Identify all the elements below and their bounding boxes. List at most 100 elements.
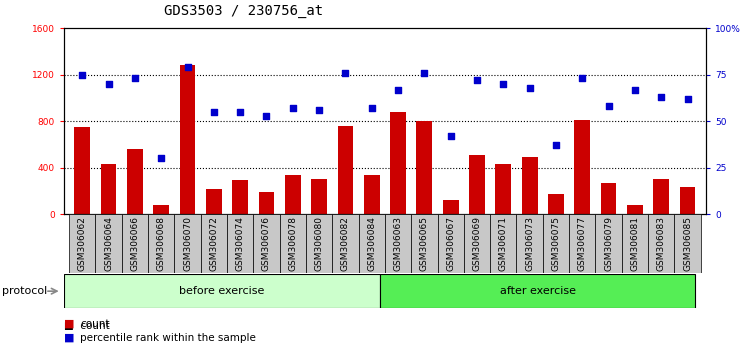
Bar xyxy=(601,183,617,214)
Point xyxy=(681,96,693,102)
Bar xyxy=(174,214,201,273)
Bar xyxy=(674,214,701,273)
Bar xyxy=(596,214,622,273)
Point xyxy=(77,72,89,78)
Bar xyxy=(469,155,485,214)
Bar xyxy=(438,214,464,273)
Text: GSM306073: GSM306073 xyxy=(525,216,534,271)
Bar xyxy=(522,157,538,214)
Text: GSM306076: GSM306076 xyxy=(262,216,271,271)
Bar xyxy=(496,164,511,214)
Text: GSM306063: GSM306063 xyxy=(394,216,403,271)
Bar xyxy=(127,149,143,214)
Text: ■  count: ■ count xyxy=(64,321,110,331)
Bar xyxy=(148,214,174,273)
Point xyxy=(550,143,562,148)
Bar xyxy=(332,214,358,273)
Text: before exercise: before exercise xyxy=(179,286,264,296)
Point xyxy=(287,105,299,111)
Bar xyxy=(311,179,327,214)
Bar xyxy=(306,214,332,273)
Text: GSM306081: GSM306081 xyxy=(630,216,639,271)
Bar xyxy=(680,188,695,214)
Text: GSM306077: GSM306077 xyxy=(578,216,587,271)
Point xyxy=(602,103,614,109)
Text: GSM306080: GSM306080 xyxy=(315,216,324,271)
Text: ■: ■ xyxy=(64,319,74,329)
Bar xyxy=(653,179,669,214)
Point xyxy=(234,109,246,115)
Point xyxy=(629,87,641,92)
Bar xyxy=(258,192,274,214)
Bar xyxy=(622,214,648,273)
Bar xyxy=(575,120,590,214)
Bar xyxy=(74,127,90,214)
Text: after exercise: after exercise xyxy=(499,286,575,296)
Point xyxy=(655,94,667,100)
Bar xyxy=(232,181,248,214)
Bar xyxy=(548,194,564,214)
Text: percentile rank within the sample: percentile rank within the sample xyxy=(80,333,256,343)
Text: GSM306067: GSM306067 xyxy=(446,216,455,271)
Point xyxy=(182,64,194,70)
Text: GSM306069: GSM306069 xyxy=(472,216,481,271)
Point xyxy=(103,81,115,87)
Bar xyxy=(358,214,385,273)
Text: GSM306074: GSM306074 xyxy=(236,216,245,271)
Text: ■: ■ xyxy=(64,333,74,343)
Bar xyxy=(517,214,543,273)
Bar xyxy=(464,214,490,273)
Text: GSM306065: GSM306065 xyxy=(420,216,429,271)
Bar xyxy=(648,214,674,273)
Text: GSM306064: GSM306064 xyxy=(104,216,113,271)
Point xyxy=(261,113,273,119)
Text: protocol: protocol xyxy=(2,286,47,296)
Bar xyxy=(490,214,517,273)
Text: count: count xyxy=(80,319,110,329)
Bar xyxy=(179,65,195,214)
Bar xyxy=(543,214,569,273)
Bar xyxy=(227,214,253,273)
Point xyxy=(208,109,220,115)
Bar xyxy=(627,205,643,214)
Point xyxy=(523,85,535,91)
Point xyxy=(576,76,588,81)
Bar xyxy=(337,126,353,214)
Bar xyxy=(206,189,222,214)
Point xyxy=(497,81,509,87)
Text: GSM306083: GSM306083 xyxy=(656,216,665,271)
Text: GSM306066: GSM306066 xyxy=(131,216,140,271)
Text: GSM306071: GSM306071 xyxy=(499,216,508,271)
Point xyxy=(445,133,457,139)
Bar xyxy=(417,121,433,214)
Text: GSM306085: GSM306085 xyxy=(683,216,692,271)
Point xyxy=(313,107,325,113)
Bar xyxy=(95,214,122,273)
Point xyxy=(339,70,351,76)
Text: GSM306082: GSM306082 xyxy=(341,216,350,271)
Text: GSM306075: GSM306075 xyxy=(551,216,560,271)
Bar xyxy=(379,274,695,308)
Bar xyxy=(443,200,459,214)
Text: GSM306084: GSM306084 xyxy=(367,216,376,271)
Text: GSM306079: GSM306079 xyxy=(604,216,613,271)
Text: GSM306070: GSM306070 xyxy=(183,216,192,271)
Bar xyxy=(153,205,169,214)
Bar xyxy=(253,214,279,273)
Bar xyxy=(412,214,438,273)
Point xyxy=(392,87,404,92)
Bar xyxy=(391,112,406,214)
Text: GSM306062: GSM306062 xyxy=(78,216,87,271)
Bar xyxy=(122,214,148,273)
Text: GSM306072: GSM306072 xyxy=(210,216,219,271)
Bar xyxy=(285,175,300,214)
Point xyxy=(129,76,141,81)
Bar xyxy=(569,214,596,273)
Text: GSM306068: GSM306068 xyxy=(157,216,166,271)
Bar xyxy=(279,214,306,273)
Point xyxy=(155,156,167,161)
Bar xyxy=(64,274,379,308)
Bar xyxy=(201,214,227,273)
Bar xyxy=(363,175,379,214)
Bar xyxy=(385,214,412,273)
